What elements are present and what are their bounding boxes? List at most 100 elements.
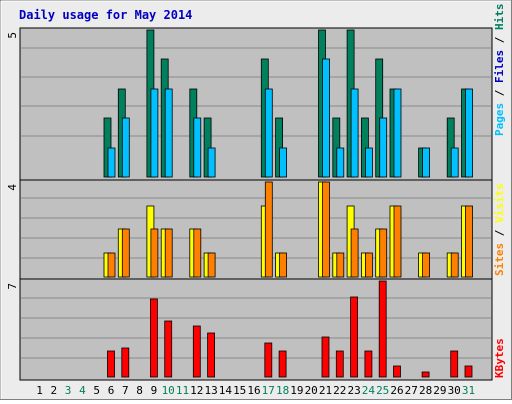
- x-tick-label: 10: [162, 384, 175, 397]
- bar-files-day-12: [193, 117, 202, 178]
- bar-kbytes-day-18: [278, 350, 287, 378]
- panel-visits-bars: [103, 181, 473, 278]
- x-tick-label: 31: [462, 384, 475, 397]
- x-tick-label: 3: [65, 384, 72, 397]
- bar-files-day-24: [364, 147, 373, 178]
- x-tick-label: 8: [136, 384, 143, 397]
- panel-hits-max-label: 5: [6, 32, 19, 39]
- x-tick-label: 28: [419, 384, 432, 397]
- bar-files-day-10: [164, 88, 173, 178]
- x-tick-label: 15: [233, 384, 246, 397]
- bar-files-day-9: [150, 88, 159, 178]
- bar-files-day-26: [393, 88, 402, 178]
- x-axis-day-labels: 1 2 3 4 5 6 7 8 9 10 11 12 13 14 15 16 17 18 19 20 21 22 23 24 2…: [36, 384, 475, 397]
- panel-kbytes-max-label: 7: [6, 283, 19, 290]
- x-tick-label: 19: [290, 384, 303, 397]
- bar-kbytes-day-31: [464, 365, 473, 378]
- bar-kbytes-day-7: [121, 347, 130, 378]
- grid-lines: [21, 47, 491, 359]
- legend-part: /: [493, 30, 506, 50]
- legend-part: Sites: [493, 243, 506, 276]
- bar-files-day-22: [336, 147, 345, 178]
- x-tick-label: 13: [204, 384, 217, 397]
- panel-hits-legend: Pages / Files / Hits: [493, 4, 506, 137]
- bar-files-day-28: [422, 147, 431, 178]
- bar-sites-day-25: [379, 228, 388, 278]
- panel-kbytes-background: [19, 278, 493, 381]
- bar-kbytes-day-23: [350, 296, 359, 378]
- bar-kbytes-day-12: [192, 325, 201, 378]
- x-tick-label: 18: [276, 384, 289, 397]
- bar-files-day-17: [264, 88, 273, 178]
- chart-title: Daily usage for May 2014: [19, 8, 192, 22]
- panel-visits-max-label: 4: [6, 184, 19, 191]
- x-tick-label: 12: [190, 384, 203, 397]
- x-tick-label: 9: [151, 384, 158, 397]
- bar-sites-day-17: [264, 181, 273, 278]
- bar-files-day-25: [379, 117, 388, 178]
- bar-files-day-31: [465, 88, 473, 178]
- bar-kbytes-day-28: [421, 371, 430, 378]
- bar-sites-day-7: [121, 228, 130, 278]
- x-tick-label: 24: [362, 384, 376, 397]
- panel-hits-background: [19, 27, 493, 181]
- x-tick-label: 16: [247, 384, 260, 397]
- bar-hits-day-13: [203, 117, 212, 178]
- bar-hits-day-18: [275, 117, 284, 178]
- panel-visits-background: [19, 179, 493, 280]
- x-tick-label: 21: [319, 384, 332, 397]
- legend-part: Pages: [493, 103, 506, 136]
- bar-hits-day-30: [446, 117, 455, 178]
- x-tick-label: 25: [376, 384, 389, 397]
- bar-kbytes-day-10: [164, 320, 173, 378]
- legend-part: /: [493, 223, 506, 243]
- bar-sites-day-12: [193, 228, 202, 278]
- bar-kbytes-day-13: [207, 332, 216, 378]
- x-tick-label: 29: [433, 384, 446, 397]
- x-tick-label: 30: [448, 384, 461, 397]
- bar-sites-day-6: [107, 252, 116, 278]
- bar-files-day-23: [350, 88, 359, 178]
- panel-visits-legend: Sites / Visits: [493, 183, 506, 276]
- bar-sites-day-13: [207, 252, 216, 278]
- bar-kbytes-day-22: [335, 350, 344, 378]
- bar-sites-day-10: [164, 228, 173, 278]
- bar-kbytes-day-17: [264, 342, 273, 378]
- legend-part: /: [493, 83, 506, 103]
- bar-kbytes-day-9: [149, 298, 158, 378]
- x-tick-label: 2: [50, 384, 57, 397]
- bar-sites-day-26: [393, 205, 402, 278]
- bar-sites-day-28: [422, 252, 431, 278]
- bar-files-day-21: [322, 58, 330, 178]
- legend-part: Hits: [493, 4, 506, 31]
- panel-hits-bars: [103, 29, 473, 178]
- bar-sites-day-23: [350, 228, 359, 278]
- x-tick-label: 27: [405, 384, 418, 397]
- bar-sites-day-21: [322, 181, 330, 278]
- x-tick-label: 5: [93, 384, 100, 397]
- x-tick-label: 22: [333, 384, 346, 397]
- bar-kbytes-day-24: [364, 350, 373, 378]
- bar-sites-day-24: [364, 252, 373, 278]
- x-tick-label: 1: [36, 384, 43, 397]
- x-tick-label: 6: [108, 384, 115, 397]
- bar-sites-day-18: [279, 252, 288, 278]
- bar-sites-day-22: [336, 252, 345, 278]
- x-tick-label: 23: [347, 384, 360, 397]
- x-tick-label: 26: [390, 384, 403, 397]
- x-tick-label: 4: [79, 384, 86, 397]
- x-tick-label: 7: [122, 384, 129, 397]
- bar-files-day-7: [121, 117, 130, 178]
- bar-hits-day-24: [360, 117, 369, 178]
- bar-kbytes-day-25: [378, 280, 387, 378]
- x-tick-label: 11: [176, 384, 189, 397]
- legend-part: Visits: [493, 183, 506, 223]
- bar-files-day-6: [107, 147, 116, 178]
- bar-kbytes-day-30: [450, 350, 459, 378]
- bar-files-day-18: [279, 147, 288, 178]
- x-tick-label: 14: [219, 384, 233, 397]
- legend-part: Files: [493, 50, 506, 83]
- bar-kbytes-day-21: [321, 336, 330, 378]
